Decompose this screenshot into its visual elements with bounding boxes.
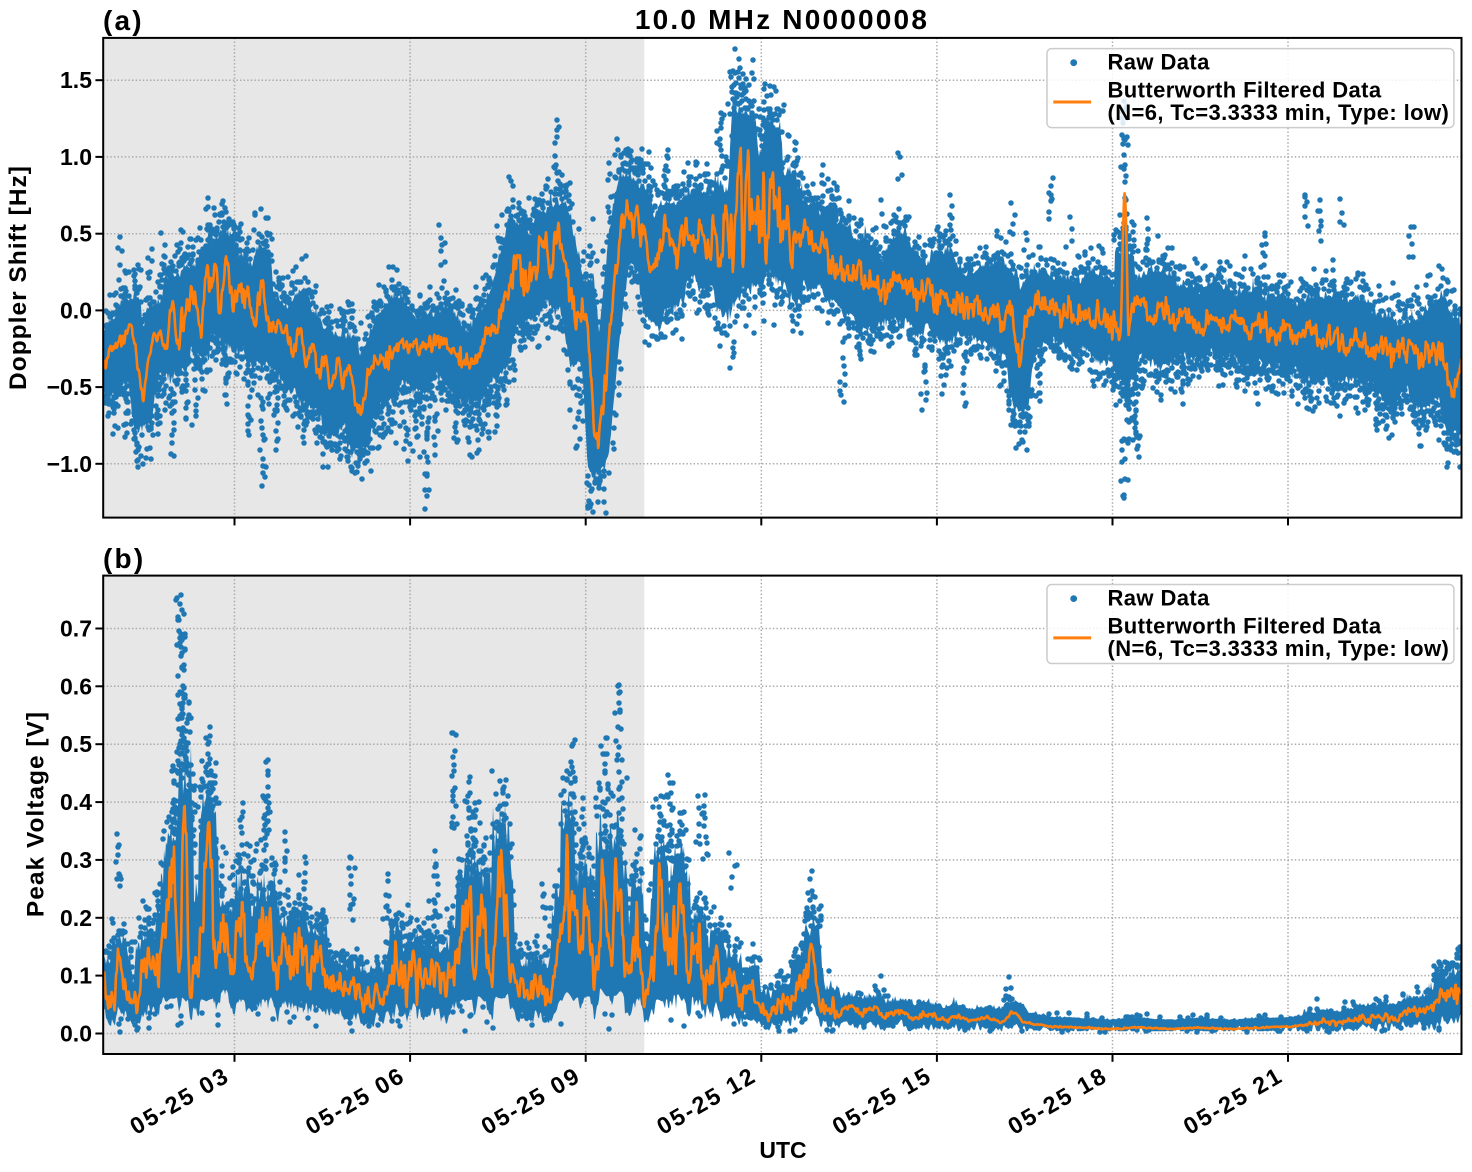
svg-text:UTC: UTC: [759, 1137, 806, 1163]
svg-text:Doppler Shift [Hz]: Doppler Shift [Hz]: [5, 165, 32, 390]
svg-text:(N=6, Tc=3.3333 min, Type: low: (N=6, Tc=3.3333 min, Type: low): [1108, 636, 1450, 661]
svg-text:(b): (b): [103, 543, 145, 574]
svg-text:0.2: 0.2: [60, 905, 92, 931]
svg-text:0.0: 0.0: [60, 1021, 92, 1047]
svg-text:0.7: 0.7: [60, 616, 92, 642]
svg-text:10.0 MHz N0000008: 10.0 MHz N0000008: [635, 4, 929, 35]
svg-text:0.3: 0.3: [60, 847, 92, 873]
svg-text:Raw Data: Raw Data: [1108, 586, 1211, 611]
svg-text:1.0: 1.0: [60, 144, 92, 170]
svg-text:0.5: 0.5: [60, 731, 92, 757]
svg-text:(N=6, Tc=3.3333 min, Type: low: (N=6, Tc=3.3333 min, Type: low): [1108, 100, 1450, 125]
svg-text:0.6: 0.6: [60, 673, 92, 699]
svg-text:(a): (a): [103, 5, 144, 36]
svg-text:0.0: 0.0: [60, 297, 92, 323]
svg-text:Raw Data: Raw Data: [1108, 50, 1211, 75]
svg-text:−1.0: −1.0: [47, 451, 92, 477]
svg-text:0.5: 0.5: [60, 221, 92, 247]
svg-text:Peak Voltage [V]: Peak Voltage [V]: [23, 711, 50, 917]
svg-text:Butterworth Filtered Data: Butterworth Filtered Data: [1108, 78, 1382, 103]
svg-text:1.5: 1.5: [60, 67, 92, 93]
svg-text:Butterworth Filtered Data: Butterworth Filtered Data: [1108, 613, 1382, 638]
svg-text:0.1: 0.1: [60, 963, 92, 989]
svg-text:−0.5: −0.5: [47, 374, 93, 400]
svg-text:0.4: 0.4: [60, 789, 92, 815]
